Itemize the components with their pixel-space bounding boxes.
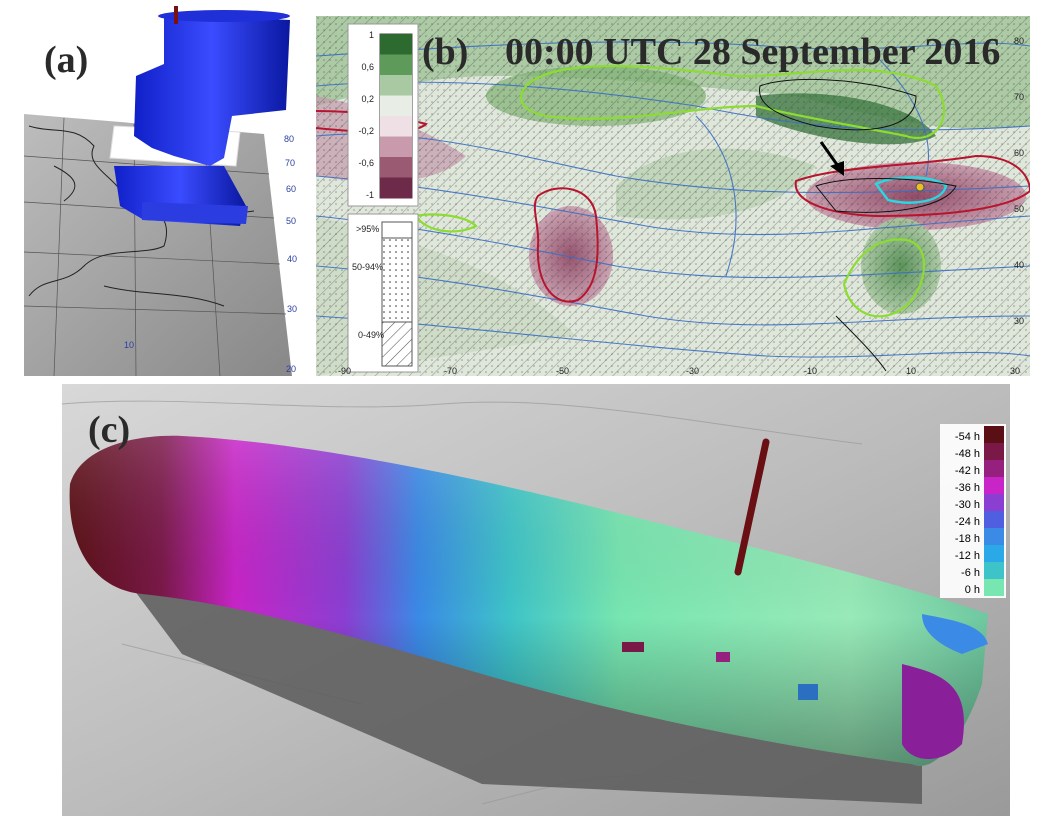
panel-b-graphic: 1 0,6 0,2 -0,2 -0,6 -1 >95% 50-94% 0-49%… bbox=[316, 16, 1030, 376]
colorbar-tick: -1 bbox=[366, 190, 374, 200]
time-legend-swatch bbox=[984, 579, 1004, 596]
panel-c-graphic: -54 h -48 h -42 h -36 h -30 h -24 h -18 … bbox=[62, 384, 1010, 816]
time-legend-swatch bbox=[984, 443, 1004, 460]
colorbar-tick: 0,2 bbox=[361, 94, 374, 104]
time-legend-label: -18 h bbox=[955, 533, 980, 545]
colorbar-swatch bbox=[380, 54, 412, 76]
panel-b-green-contours bbox=[414, 64, 946, 318]
colorbar-swatch bbox=[380, 34, 412, 55]
panel-b-hatch-legend: >95% 50-94% 0-49% bbox=[347, 213, 419, 373]
panel-b-x-ticks: -90 -70 -50 -30 -10 10 30 bbox=[338, 366, 1020, 376]
hatch-legend-label: >95% bbox=[356, 224, 379, 234]
time-legend-swatch bbox=[984, 494, 1004, 511]
time-legend-label: -48 h bbox=[955, 448, 980, 460]
time-legend-swatch bbox=[984, 511, 1004, 528]
time-legend-swatch bbox=[984, 460, 1004, 477]
panel-a-lat-tick: 40 bbox=[287, 254, 297, 264]
hatch-legend-label: 50-94% bbox=[352, 262, 383, 272]
colorbar-tick: -0,2 bbox=[358, 126, 374, 136]
y-tick: 80 bbox=[1014, 36, 1024, 46]
panel-a-3d-view: 80 70 60 50 40 30 20 10 bbox=[24, 6, 298, 376]
colorbar-tick: -0,6 bbox=[358, 158, 374, 168]
y-tick: 40 bbox=[1014, 260, 1024, 270]
panel-b-map: 1 0,6 0,2 -0,2 -0,6 -1 >95% 50-94% 0-49%… bbox=[316, 16, 1030, 376]
panel-c-label: (c) bbox=[88, 409, 131, 451]
x-tick: -90 bbox=[338, 366, 351, 376]
x-tick: -30 bbox=[686, 366, 699, 376]
x-tick: 30 bbox=[1010, 366, 1020, 376]
time-legend-swatch bbox=[984, 477, 1004, 494]
colorbar-swatch bbox=[380, 157, 412, 178]
panel-b-marker-dot bbox=[915, 182, 925, 192]
time-legend-label: -42 h bbox=[955, 465, 980, 477]
panel-c-trajectory-stick bbox=[734, 438, 770, 576]
time-legend-swatch bbox=[984, 562, 1004, 579]
panel-c-3d-trajectory-view: -54 h -48 h -42 h -36 h -30 h -24 h -18 … bbox=[62, 384, 1010, 816]
colorbar-tick: 0,6 bbox=[361, 62, 374, 72]
time-legend-label: -30 h bbox=[955, 499, 980, 511]
panel-a-lat-ticks: 80 70 60 50 40 30 20 bbox=[284, 134, 297, 374]
x-tick: 10 bbox=[906, 366, 916, 376]
hatch-legend-label: 0-49% bbox=[358, 330, 384, 340]
x-tick: -10 bbox=[804, 366, 817, 376]
panel-a-lon-tick: 10 bbox=[124, 340, 134, 350]
colorbar-swatch bbox=[380, 95, 412, 117]
time-legend-swatch bbox=[984, 426, 1004, 443]
panel-c-shadow bbox=[122, 574, 922, 804]
y-tick: 60 bbox=[1014, 148, 1024, 158]
time-legend-label: -6 h bbox=[961, 567, 980, 579]
panel-a-blue-isosurface bbox=[114, 10, 290, 226]
time-legend-label: -24 h bbox=[955, 516, 980, 528]
colorbar-swatch bbox=[380, 75, 412, 96]
time-legend-label: -54 h bbox=[955, 431, 980, 443]
time-legend-label: -12 h bbox=[955, 550, 980, 562]
panel-b-cyan-contour bbox=[874, 176, 948, 204]
panel-a-lat-tick: 70 bbox=[285, 158, 295, 168]
panel-a-lat-tick: 80 bbox=[284, 134, 294, 144]
y-tick: 70 bbox=[1014, 92, 1024, 102]
x-tick: -50 bbox=[556, 366, 569, 376]
time-legend-label: -36 h bbox=[955, 482, 980, 494]
panel-a-lat-tick: 50 bbox=[286, 216, 296, 226]
time-legend-swatch bbox=[984, 528, 1004, 545]
time-legend-swatch bbox=[984, 545, 1004, 562]
panel-b-title: 00:00 UTC 28 September 2016 bbox=[505, 31, 1001, 73]
time-legend-label: 0 h bbox=[965, 584, 980, 596]
panel-a-label: (a) bbox=[44, 39, 89, 81]
panel-b-black-contours bbox=[759, 78, 957, 372]
panel-b-colorbar-legend: 1 0,6 0,2 -0,2 -0,6 -1 bbox=[347, 23, 419, 207]
colorbar-swatch bbox=[380, 177, 412, 199]
panel-b-y-ticks: 80 70 60 50 40 30 bbox=[1014, 36, 1024, 326]
panel-c-time-legend: -54 h -48 h -42 h -36 h -30 h -24 h -18 … bbox=[940, 424, 1006, 598]
colorbar-tick: 1 bbox=[369, 30, 374, 40]
panel-a-lat-tick: 30 bbox=[287, 304, 297, 314]
panel-a-trajectory-stick bbox=[174, 6, 178, 24]
panel-b-black-arrow bbox=[819, 141, 844, 176]
colorbar-swatch bbox=[380, 116, 412, 137]
panel-a-lat-tick: 20 bbox=[286, 364, 296, 374]
panel-a-graphic: 80 70 60 50 40 30 20 10 bbox=[24, 6, 297, 376]
colorbar-swatch bbox=[380, 136, 412, 158]
panel-b-label: (b) bbox=[422, 31, 469, 73]
panel-b-blue-contours bbox=[316, 41, 1030, 358]
x-tick: -70 bbox=[444, 366, 457, 376]
panel-a-lat-tick: 60 bbox=[286, 184, 296, 194]
panel-c-isosurface-tube bbox=[69, 435, 988, 766]
y-tick: 30 bbox=[1014, 316, 1024, 326]
y-tick: 50 bbox=[1014, 204, 1024, 214]
